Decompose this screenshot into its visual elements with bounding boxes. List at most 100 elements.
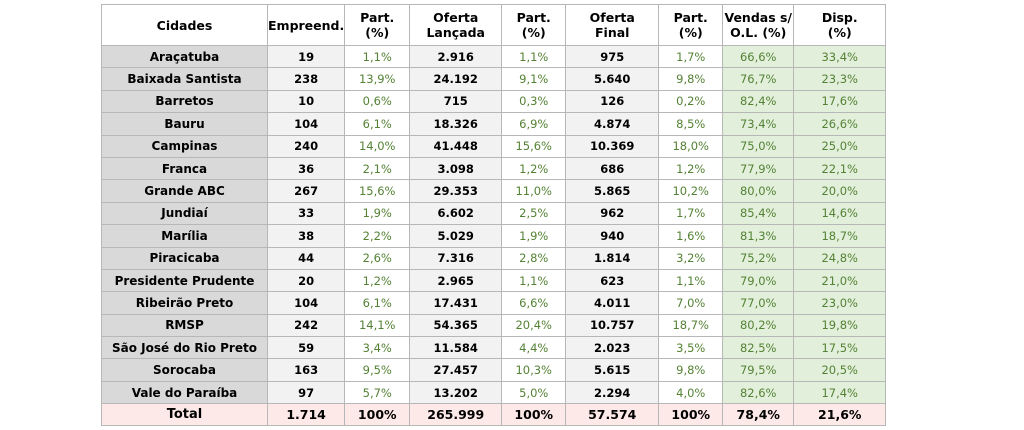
cell-part-oferta-final: 1,7% (658, 201, 724, 226)
cell-oferta-final: 5.640 (565, 67, 660, 91)
cell-part-empreend: 1,1% (344, 44, 411, 69)
cell-oferta-final: 623 (565, 268, 660, 293)
table-row: Grande ABC 267 15,6% 29.353 11,0% 5.865 10,2% 8… (101, 179, 887, 203)
header-line: (%) (521, 25, 546, 40)
cell-part-empreend: 2,1% (344, 156, 411, 181)
cell-part-oferta-final: 1,2% (658, 156, 724, 181)
cell-oferta-final: 5.615 (565, 358, 660, 382)
cell-disp: 24,8% (793, 246, 887, 270)
cell-part-empreend: 6,1% (344, 112, 411, 136)
cell-oferta-final: 2.294 (565, 380, 660, 405)
cell-oferta-lancada: 54.365 (409, 313, 503, 338)
table-row: Ribeirão Preto 104 6,1% 17.431 6,6% 4.011 7,0%… (101, 291, 887, 315)
header-line: (%) (827, 25, 852, 40)
cell-part-oferta-final: 10,2% (658, 179, 724, 203)
cell-vendas-ol: 85,4% (722, 201, 795, 226)
total-label: Total (101, 403, 268, 427)
cell-oferta-lancada: 3.098 (409, 156, 503, 181)
header-line: Part. (516, 10, 551, 25)
cell-vendas-ol: 80,2% (722, 313, 795, 338)
cell-empreend: 20 (266, 268, 346, 293)
cell-disp: 20,5% (793, 358, 887, 382)
cell-city: Marília (101, 224, 268, 248)
cell-disp: 25,0% (793, 134, 887, 158)
cell-disp: 23,0% (793, 291, 887, 315)
cell-part-oferta-lancada: 20,4% (501, 313, 567, 338)
cell-empreend: 104 (266, 112, 346, 136)
cell-vendas-ol: 82,5% (722, 336, 795, 360)
cell-oferta-final: 940 (565, 224, 660, 248)
cell-vendas-ol: 66,6% (722, 44, 795, 69)
header-part-empreend: Part. (%) (344, 4, 411, 46)
total-part-oferta-final: 100% (658, 403, 724, 427)
cell-city: RMSP (101, 313, 268, 338)
header-disp: Disp. (%) (793, 4, 887, 46)
cell-part-empreend: 9,5% (344, 358, 411, 382)
cell-city: Campinas (101, 134, 268, 158)
cell-part-empreend: 14,0% (344, 134, 411, 158)
table-row: Sorocaba 163 9,5% 27.457 10,3% 5.615 9,8% 79,5%… (101, 358, 887, 382)
cell-disp: 23,3% (793, 67, 887, 91)
cell-disp: 19,8% (793, 313, 887, 338)
table-row: Bauru 104 6,1% 18.326 6,9% 4.874 8,5% 73,4% 26,6… (101, 112, 887, 136)
cell-part-empreend: 13,9% (344, 67, 411, 91)
cell-vendas-ol: 75,2% (722, 246, 795, 270)
cell-oferta-final: 962 (565, 201, 660, 226)
table-footer: Total 1.714 100% 265.999 100% 57.574 100% 78,4%… (101, 403, 887, 427)
cell-oferta-lancada: 17.431 (409, 291, 503, 315)
cell-vendas-ol: 77,9% (722, 156, 795, 181)
cell-disp: 21,0% (793, 268, 887, 293)
cell-part-oferta-lancada: 5,0% (501, 380, 567, 405)
cell-empreend: 59 (266, 336, 346, 360)
cell-disp: 18,7% (793, 224, 887, 248)
cell-oferta-final: 126 (565, 89, 660, 114)
cell-part-oferta-lancada: 11,0% (501, 179, 567, 203)
cell-empreend: 10 (266, 89, 346, 114)
cell-vendas-ol: 79,0% (722, 268, 795, 293)
cell-oferta-final: 10.757 (565, 313, 660, 338)
header-line: Lançada (426, 25, 485, 40)
table-header: Cidades Empreend. Part. (%) Oferta Lançada Par… (101, 4, 887, 46)
cell-part-oferta-final: 3,2% (658, 246, 724, 270)
cell-city: Grande ABC (101, 179, 268, 203)
header-oferta-lancada: Oferta Lançada (409, 4, 503, 46)
cell-empreend: 240 (266, 134, 346, 158)
header-line: Part. (673, 10, 708, 25)
cell-part-oferta-final: 0,2% (658, 89, 724, 114)
cell-oferta-final: 10.369 (565, 134, 660, 158)
cell-empreend: 242 (266, 313, 346, 338)
cell-part-oferta-lancada: 0,3% (501, 89, 567, 114)
cell-oferta-lancada: 5.029 (409, 224, 503, 248)
cell-part-oferta-final: 18,7% (658, 313, 724, 338)
header-cidades: Cidades (101, 4, 268, 46)
total-row: Total 1.714 100% 265.999 100% 57.574 100% 78,4%… (101, 403, 887, 427)
cell-part-oferta-lancada: 15,6% (501, 134, 567, 158)
header-line: Oferta (433, 10, 479, 25)
total-part-empreend: 100% (344, 403, 411, 427)
cell-part-oferta-lancada: 1,2% (501, 156, 567, 181)
cell-part-oferta-final: 18,0% (658, 134, 724, 158)
total-vendas-ol: 78,4% (722, 403, 795, 427)
cell-part-empreend: 2,6% (344, 246, 411, 270)
cell-part-oferta-final: 1,6% (658, 224, 724, 248)
cell-part-empreend: 3,4% (344, 336, 411, 360)
cell-empreend: 33 (266, 201, 346, 226)
cell-disp: 17,6% (793, 89, 887, 114)
cell-city: Bauru (101, 112, 268, 136)
cell-oferta-lancada: 715 (409, 89, 503, 114)
header-line: (%) (678, 25, 703, 40)
cell-part-oferta-final: 9,8% (658, 358, 724, 382)
cell-part-oferta-lancada: 1,9% (501, 224, 567, 248)
cell-city: Vale do Paraíba (101, 380, 268, 405)
cell-part-empreend: 5,7% (344, 380, 411, 405)
cell-part-empreend: 1,2% (344, 268, 411, 293)
header-empreend: Empreend. (266, 4, 346, 46)
cell-oferta-lancada: 2.965 (409, 268, 503, 293)
cell-vendas-ol: 80,0% (722, 179, 795, 203)
cell-part-oferta-final: 1,1% (658, 268, 724, 293)
cell-city: Piracicaba (101, 246, 268, 270)
cell-oferta-lancada: 11.584 (409, 336, 503, 360)
table-row: RMSP 242 14,1% 54.365 20,4% 10.757 18,7% 80,2% 1… (101, 313, 887, 338)
cell-part-oferta-final: 1,7% (658, 44, 724, 69)
table-row: Presidente Prudente 20 1,2% 2.965 1,1% 623 1,1… (101, 268, 887, 293)
